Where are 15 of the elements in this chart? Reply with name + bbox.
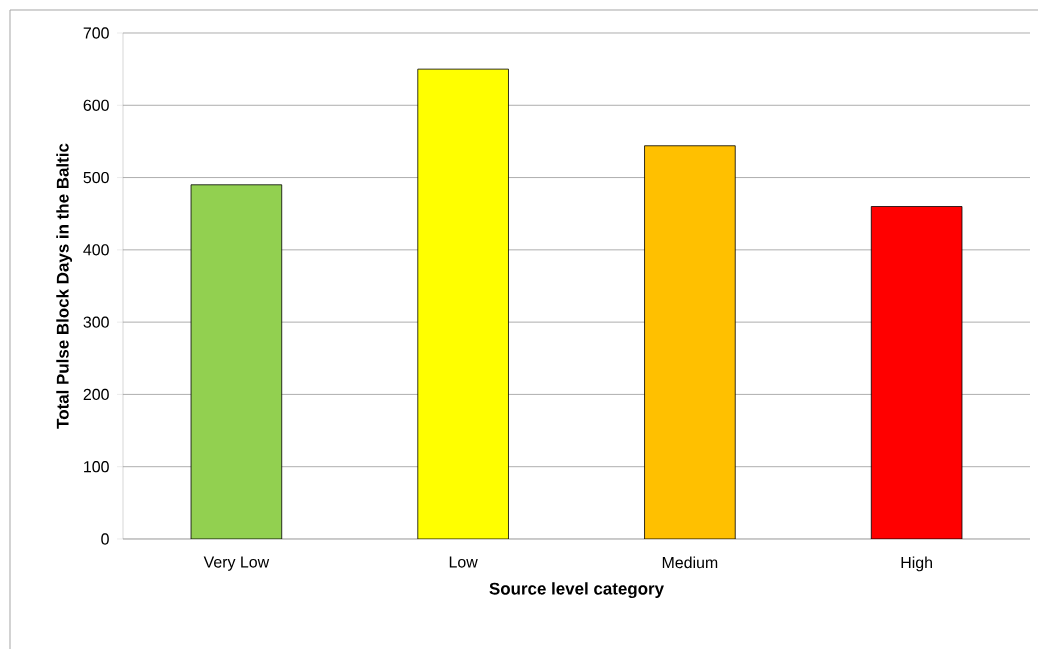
- x-tick-label: Very Low: [203, 556, 270, 571]
- y-tick-label: 200: [83, 388, 109, 401]
- y-tick-label: 100: [84, 461, 109, 473]
- x-tick-label: Medium: [662, 556, 718, 569]
- x-axis-title: Source level category: [489, 582, 664, 599]
- y-axis-title: Total Pulse Block Days in the Baltic: [56, 143, 73, 429]
- y-tick-label: 500: [83, 171, 109, 184]
- y-tick-label: 700: [83, 27, 109, 39]
- y-tick-label: 400: [83, 244, 109, 256]
- bar: [644, 145, 736, 539]
- y-tick-label: 300: [83, 316, 109, 328]
- y-tick-label: 0: [101, 533, 109, 545]
- x-tick-label: Low: [449, 556, 478, 568]
- y-tick-label: 600: [83, 99, 109, 111]
- x-tick-label: High: [901, 556, 932, 572]
